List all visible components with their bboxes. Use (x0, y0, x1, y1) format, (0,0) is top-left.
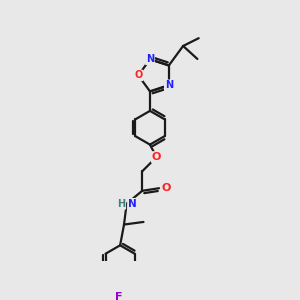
Text: N: N (146, 54, 154, 64)
Text: N: N (128, 199, 137, 209)
Text: O: O (134, 70, 142, 80)
Text: O: O (152, 152, 161, 162)
Text: H: H (117, 199, 125, 209)
Text: N: N (165, 80, 173, 90)
Text: F: F (115, 292, 123, 300)
Text: O: O (162, 183, 171, 193)
